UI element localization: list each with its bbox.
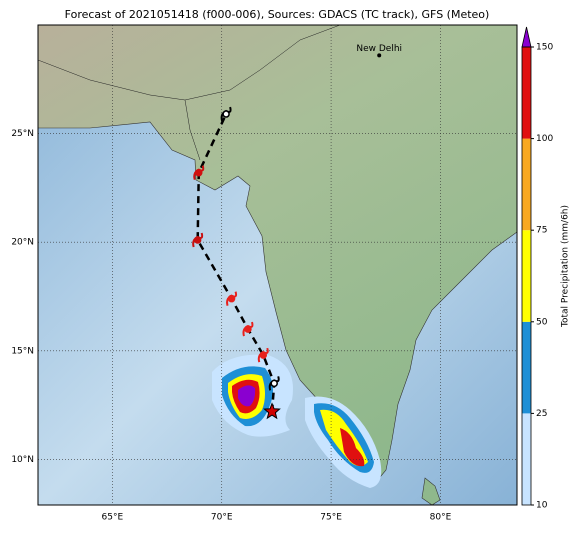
precip-area (340, 428, 365, 467)
cyclone-eye (227, 294, 236, 303)
grid (38, 25, 517, 505)
cyclone-eye (244, 325, 252, 333)
cyclone-eye (222, 110, 230, 118)
colorbar-segment (522, 413, 531, 505)
colorbar-tick-label: 100 (536, 134, 553, 144)
track (192, 106, 281, 420)
colorbar-segment (522, 321, 531, 414)
y-tick-label: 15°N (11, 346, 34, 356)
y-tick-label: 10°N (11, 455, 34, 465)
x-tick-label: 65°E (102, 513, 124, 523)
current-position (263, 402, 281, 420)
axes: 65°E 70°E 75°E 80°E 10°N 15°N 20°N 25°N New Delh… (11, 44, 451, 523)
borders (38, 25, 341, 161)
colorbar-frame (521, 46, 532, 506)
colorbar: 10 25 50 75 100 150 Total Precipitation (mm/6h… (521, 26, 571, 511)
x-tick-label: 75°E (320, 513, 342, 523)
y-tick-label: 25°N (11, 129, 34, 139)
colorbar-tick-label: 10 (536, 501, 548, 511)
y-tick-label: 20°N (11, 238, 34, 248)
city-marker (377, 53, 382, 58)
cyclone-eye (193, 236, 202, 244)
colorbar-label: Total Precipitation (mm/6h) (561, 205, 571, 328)
city-label: New Delhi (356, 44, 402, 54)
x-tick-label: 70°E (211, 513, 233, 523)
x-tick-label: 80°E (430, 513, 452, 523)
cyclone-eye (259, 351, 268, 359)
colorbar-segment (522, 230, 531, 322)
basemap (38, 25, 517, 505)
colorbar-tick-label: 25 (536, 409, 547, 419)
colorbar-extend (521, 26, 532, 48)
cyclone-eye (195, 168, 203, 177)
colorbar-segment (522, 138, 531, 231)
colorbar-tick-label: 75 (536, 226, 547, 236)
colorbar-tick-label: 150 (536, 43, 553, 53)
colorbar-segment (522, 47, 531, 139)
colorbar-tick-label: 50 (536, 317, 548, 327)
precip-area (238, 385, 256, 407)
title: Forecast of 2021051418 (f000-006), Sourc… (65, 8, 490, 21)
cyclone-eye (270, 379, 278, 388)
sri-lanka (421, 477, 441, 505)
map-frame (37, 24, 518, 506)
